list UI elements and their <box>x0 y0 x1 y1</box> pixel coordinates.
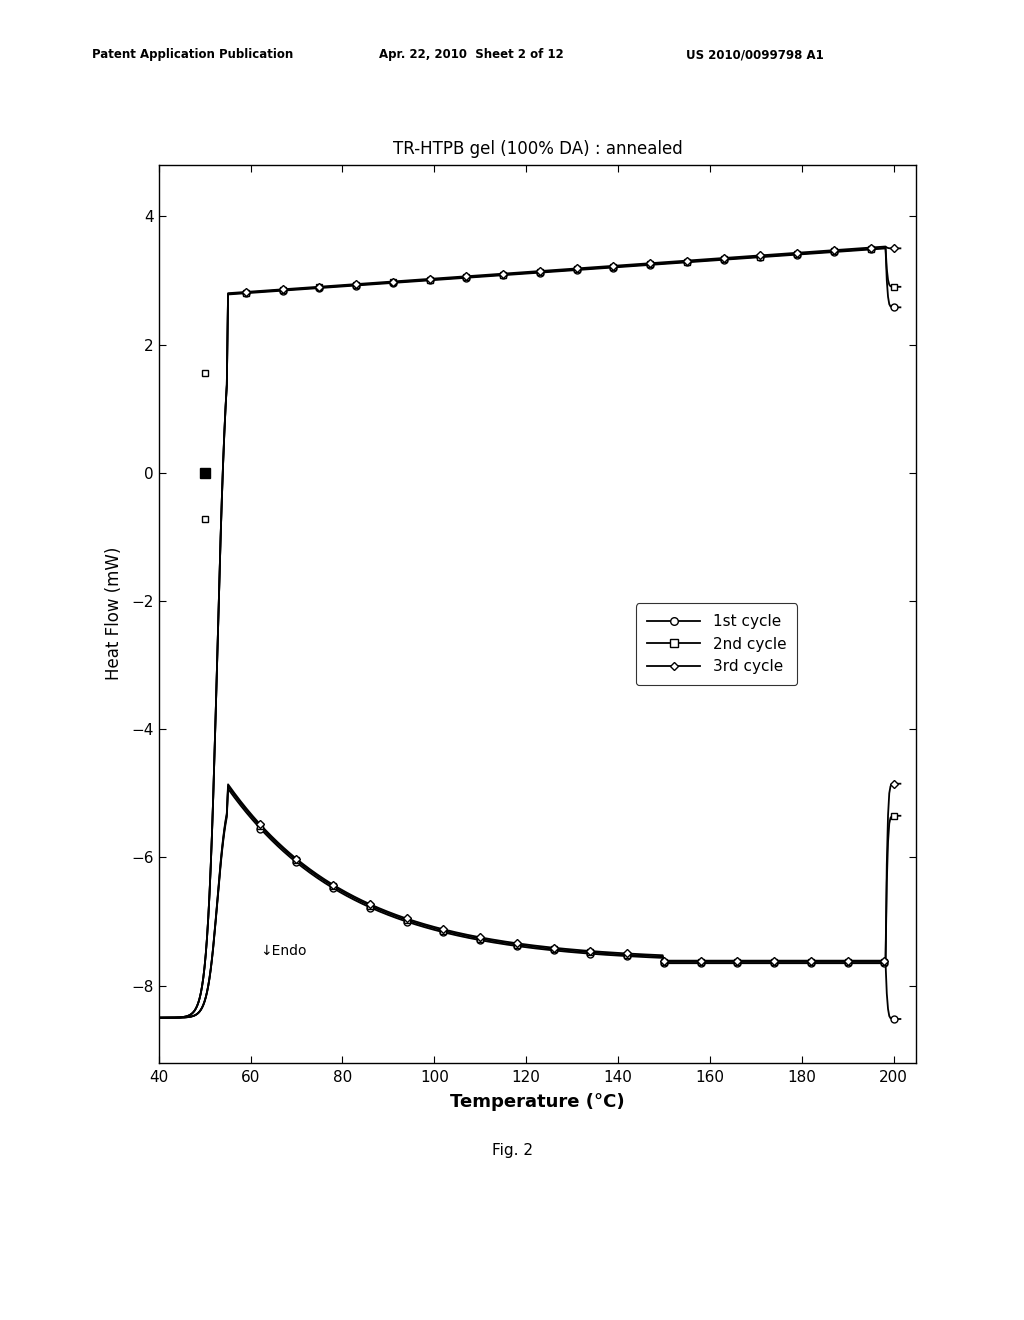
Text: Fig. 2: Fig. 2 <box>492 1143 532 1158</box>
Text: ↓Endo: ↓Endo <box>260 944 306 958</box>
Y-axis label: Heat Flow (mW): Heat Flow (mW) <box>105 546 123 681</box>
Text: Apr. 22, 2010  Sheet 2 of 12: Apr. 22, 2010 Sheet 2 of 12 <box>379 48 563 61</box>
Text: Patent Application Publication: Patent Application Publication <box>92 48 294 61</box>
Text: US 2010/0099798 A1: US 2010/0099798 A1 <box>686 48 824 61</box>
Legend: 1st cycle, 2nd cycle, 3rd cycle: 1st cycle, 2nd cycle, 3rd cycle <box>636 603 797 685</box>
X-axis label: Temperature (°C): Temperature (°C) <box>451 1093 625 1111</box>
Title: TR-HTPB gel (100% DA) : annealed: TR-HTPB gel (100% DA) : annealed <box>393 140 682 158</box>
